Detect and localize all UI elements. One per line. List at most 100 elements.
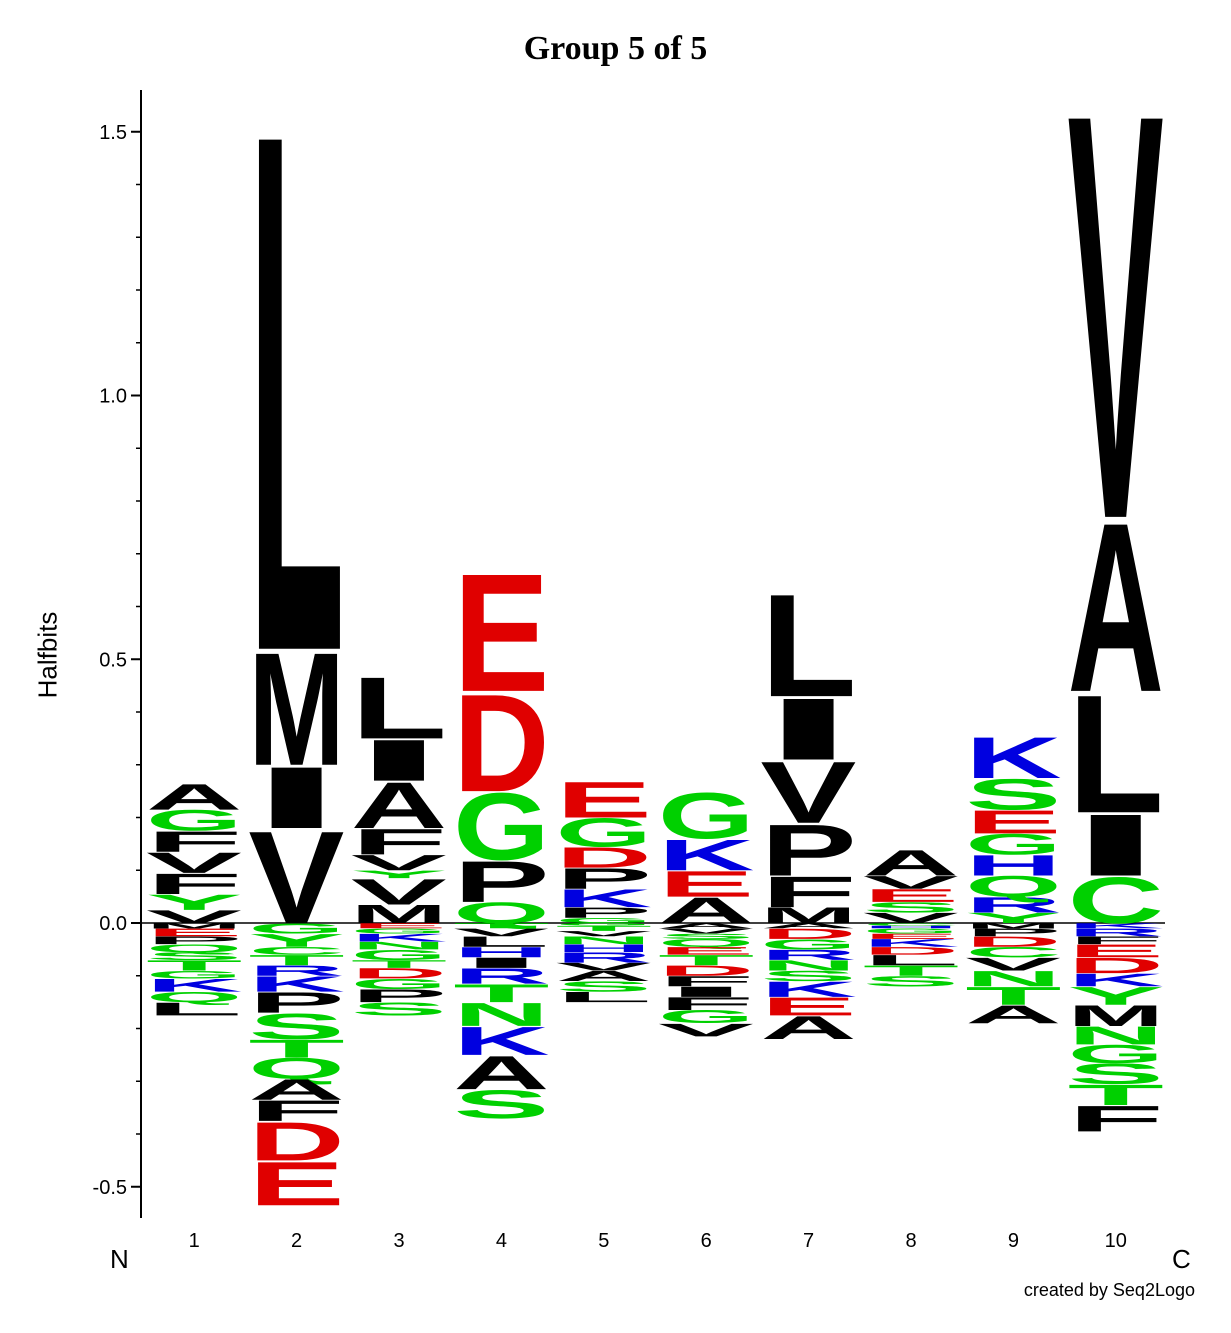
logo-letter-N-pos7: N xyxy=(760,957,856,973)
logo-letter-K-pos7: K xyxy=(760,977,856,1002)
logo-letter-A-pos7: A xyxy=(760,922,856,930)
logo-letter-F-pos7: F xyxy=(760,867,856,916)
credit-text: created by Seq2Logo xyxy=(1023,1280,1195,1300)
x-tick-label-9: 9 xyxy=(1008,1230,1019,1252)
logo-letter-K-pos1: K xyxy=(146,975,242,995)
logo-letter-K-pos9: K xyxy=(965,725,1061,790)
logo-letter-E-pos5: E xyxy=(556,771,652,828)
logo-letter-V-pos5: V xyxy=(556,930,652,938)
logo-letter-E-pos6: E xyxy=(658,864,754,905)
logo-letter-S-pos7: S xyxy=(760,968,856,984)
logo-letter-P-pos5: P xyxy=(556,904,652,920)
logo-letter-C-pos9: C xyxy=(965,944,1061,960)
logo-letter-D-pos4: D xyxy=(453,666,549,821)
logo-letter-H-pos4: H xyxy=(453,944,549,960)
logo-letter-V-pos6: V xyxy=(658,927,754,935)
logo-letter-F-pos2: F xyxy=(248,1094,344,1127)
logo-letter-T-pos3: T xyxy=(351,958,447,970)
logo-letter-P-pos1: P xyxy=(146,934,242,946)
logo-letter-G-pos1: G xyxy=(146,804,242,837)
x-tick-label-10: 10 xyxy=(1105,1230,1127,1252)
x-tick-label-4: 4 xyxy=(496,1230,507,1252)
logo-letter-F-pos10: F xyxy=(1068,1098,1164,1139)
logo-letter-S-pos8: S xyxy=(863,973,959,989)
logo-letter-R-pos9: R xyxy=(965,893,1061,918)
logo-letter-A-pos6: A xyxy=(658,922,754,930)
logo-letter-K-pos8: K xyxy=(863,937,959,949)
logo-letter-T-pos10: T xyxy=(1068,1079,1164,1112)
logo-letter-F-pos3: F xyxy=(351,821,447,862)
logo-letter-A-pos8: A xyxy=(863,842,959,883)
logo-letter-G-pos1: G xyxy=(146,968,242,980)
logo-letter-N-pos4: N xyxy=(453,996,549,1033)
logo-letter-D-pos5: D xyxy=(556,842,652,874)
logo-letter-V-pos8: V xyxy=(863,910,959,926)
n-terminus-label: N xyxy=(110,1244,129,1274)
x-tick-label-7: 7 xyxy=(803,1230,814,1252)
logo-letter-S-pos4: S xyxy=(453,1082,549,1127)
x-tick-label-3: 3 xyxy=(393,1230,404,1252)
logo-letter-T-pos1: T xyxy=(146,957,242,973)
logo-letter-G-pos6: G xyxy=(658,779,754,853)
logo-letter-S-pos9: S xyxy=(965,770,1061,819)
logo-letter-H-pos5: H xyxy=(556,942,652,954)
logo-letter-D-pos9: D xyxy=(965,934,1061,950)
logo-letter-E-pos6: E xyxy=(658,945,754,957)
logo-letter-S-pos5: S xyxy=(556,978,652,994)
logo-letter-V-pos1: V xyxy=(146,906,242,927)
logo-letter-E-pos4: E xyxy=(453,540,549,728)
logo-letter-G-pos3: G xyxy=(351,976,447,992)
logo-letter-M-pos7: M xyxy=(760,903,856,928)
logo-letter-V-pos3: V xyxy=(351,850,447,875)
logo-letter-K-pos10: K xyxy=(1068,922,1164,930)
logo-letter-E-pos8: E xyxy=(863,885,959,905)
logo-letter-S-pos10: S xyxy=(1068,1058,1164,1091)
logo-letter-C-pos10: C xyxy=(1068,864,1164,937)
logo-letter-K-pos5: K xyxy=(556,884,652,913)
logo-letter-F-pos1: F xyxy=(146,825,242,858)
logo-letter-D-pos2: D xyxy=(248,1111,344,1172)
logo-letter-R-pos2: R xyxy=(248,963,344,979)
logo-letter-H-pos8: H xyxy=(863,925,959,929)
logo-letters: VYFVFGAMEPQSTGKQLVIMLGYCTRKPSTQAFDEMVYVF… xyxy=(146,0,1164,1219)
y-tick-label: -0.5 xyxy=(93,1177,127,1199)
logo-letter-V-pos7: V xyxy=(760,744,856,842)
logo-letter-K-pos3: K xyxy=(351,932,447,944)
logo-letter-D-pos6: D xyxy=(658,963,754,979)
logo-letter-S-pos8: S xyxy=(863,899,959,915)
logo-letter-T-pos9: T xyxy=(965,982,1061,1011)
y-tick-label: 1.0 xyxy=(99,386,127,408)
logo-letter-D-pos8: D xyxy=(863,945,959,957)
logo-letter-G-pos5: G xyxy=(556,922,652,926)
logo-letter-N-pos3: N xyxy=(351,940,447,952)
logo-letter-V-pos9: V xyxy=(965,954,1061,975)
logo-letter-G-pos5: G xyxy=(556,810,652,855)
logo-letter-M-pos9: M xyxy=(965,922,1061,930)
logo-letter-R-pos10: R xyxy=(1068,926,1164,938)
logo-letter-F-pos6: F xyxy=(658,993,754,1014)
logo-letter-Q-pos1: Q xyxy=(146,942,242,954)
logo-letter-T-pos4: T xyxy=(453,979,549,1008)
logo-letter-N-pos5: N xyxy=(556,934,652,946)
logo-letter-P-pos7: P xyxy=(760,810,856,892)
logo-letter-A-pos1: A xyxy=(146,776,242,817)
logo-letter-L-pos4: L xyxy=(453,934,549,950)
logo-letter-V-pos10: V xyxy=(1068,0,1165,640)
logo-letter-L-pos8: L xyxy=(863,952,959,968)
logo-letter-S-pos1: S xyxy=(146,950,242,962)
logo-letter-N-pos10: N xyxy=(1068,1021,1164,1050)
logo-letter-Q-pos9: Q xyxy=(965,870,1061,903)
logo-letter-D-pos3: D xyxy=(351,965,447,981)
logo-letter-T-pos8: T xyxy=(863,963,959,979)
logo-letter-G-pos9: G xyxy=(965,828,1061,861)
y-tick-label: 1.5 xyxy=(99,122,127,144)
x-tick-label-1: 1 xyxy=(189,1230,200,1252)
logo-letter-A-pos4: A xyxy=(453,1046,549,1099)
logo-letter-R-pos4: R xyxy=(453,964,549,989)
logo-letter-A-pos9: A xyxy=(965,1000,1061,1029)
logo-letter-R-pos7: R xyxy=(760,947,856,963)
logo-letter-D-pos7: D xyxy=(760,926,856,942)
logo-letter-G-pos7: G xyxy=(760,936,856,952)
logo-letter-V-pos2: V xyxy=(248,805,344,952)
logo-letter-G-pos6: G xyxy=(658,1007,754,1027)
